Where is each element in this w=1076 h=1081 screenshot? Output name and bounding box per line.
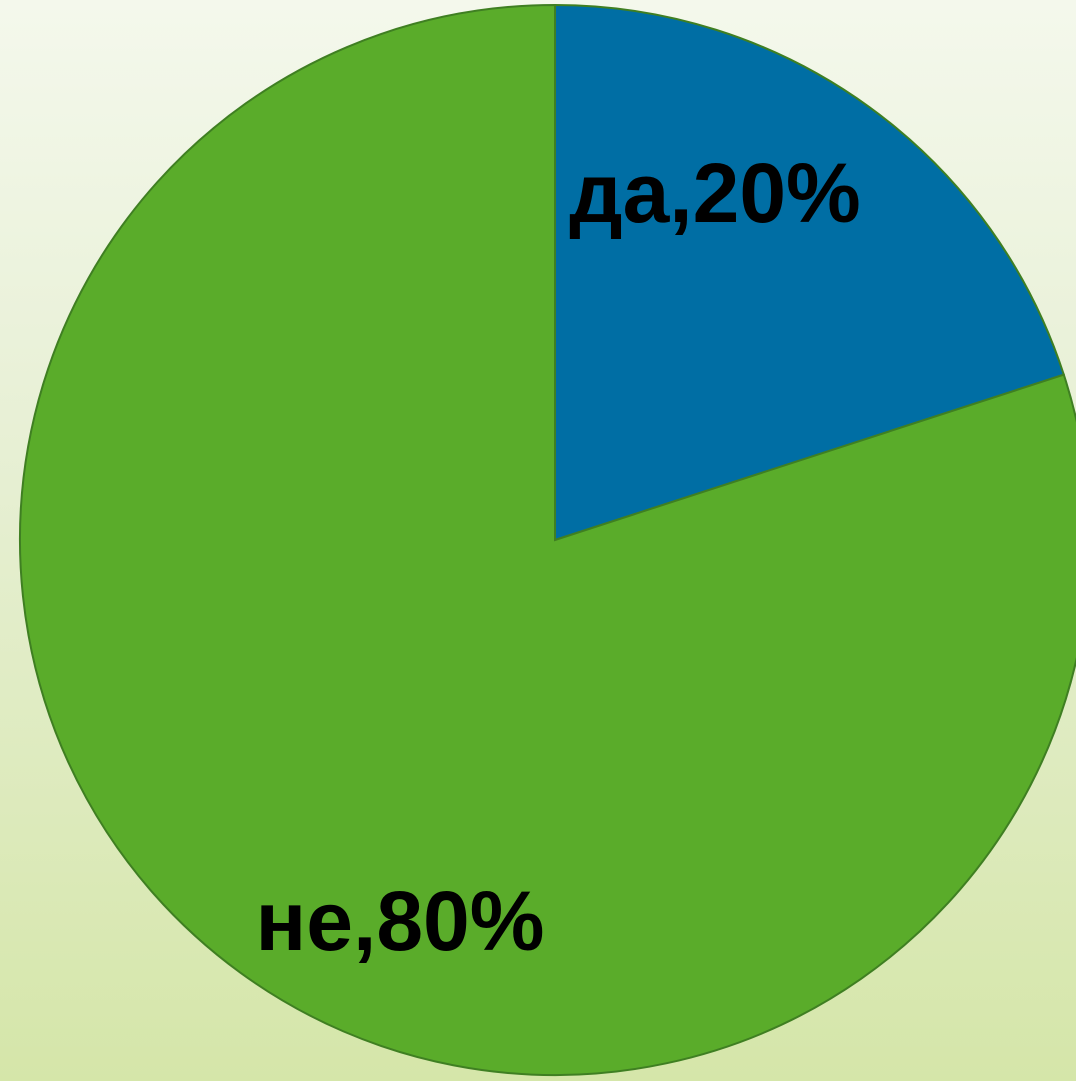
slice-label-ne: не,80% bbox=[256, 874, 545, 968]
pie-slice-ne bbox=[19, 3, 1076, 1076]
slice-label-da: да,20% bbox=[569, 146, 861, 240]
pie-slices bbox=[19, 3, 1076, 1076]
pie-labels: да,20% не,80% bbox=[256, 146, 861, 968]
pie-slice-da bbox=[554, 3, 1066, 542]
